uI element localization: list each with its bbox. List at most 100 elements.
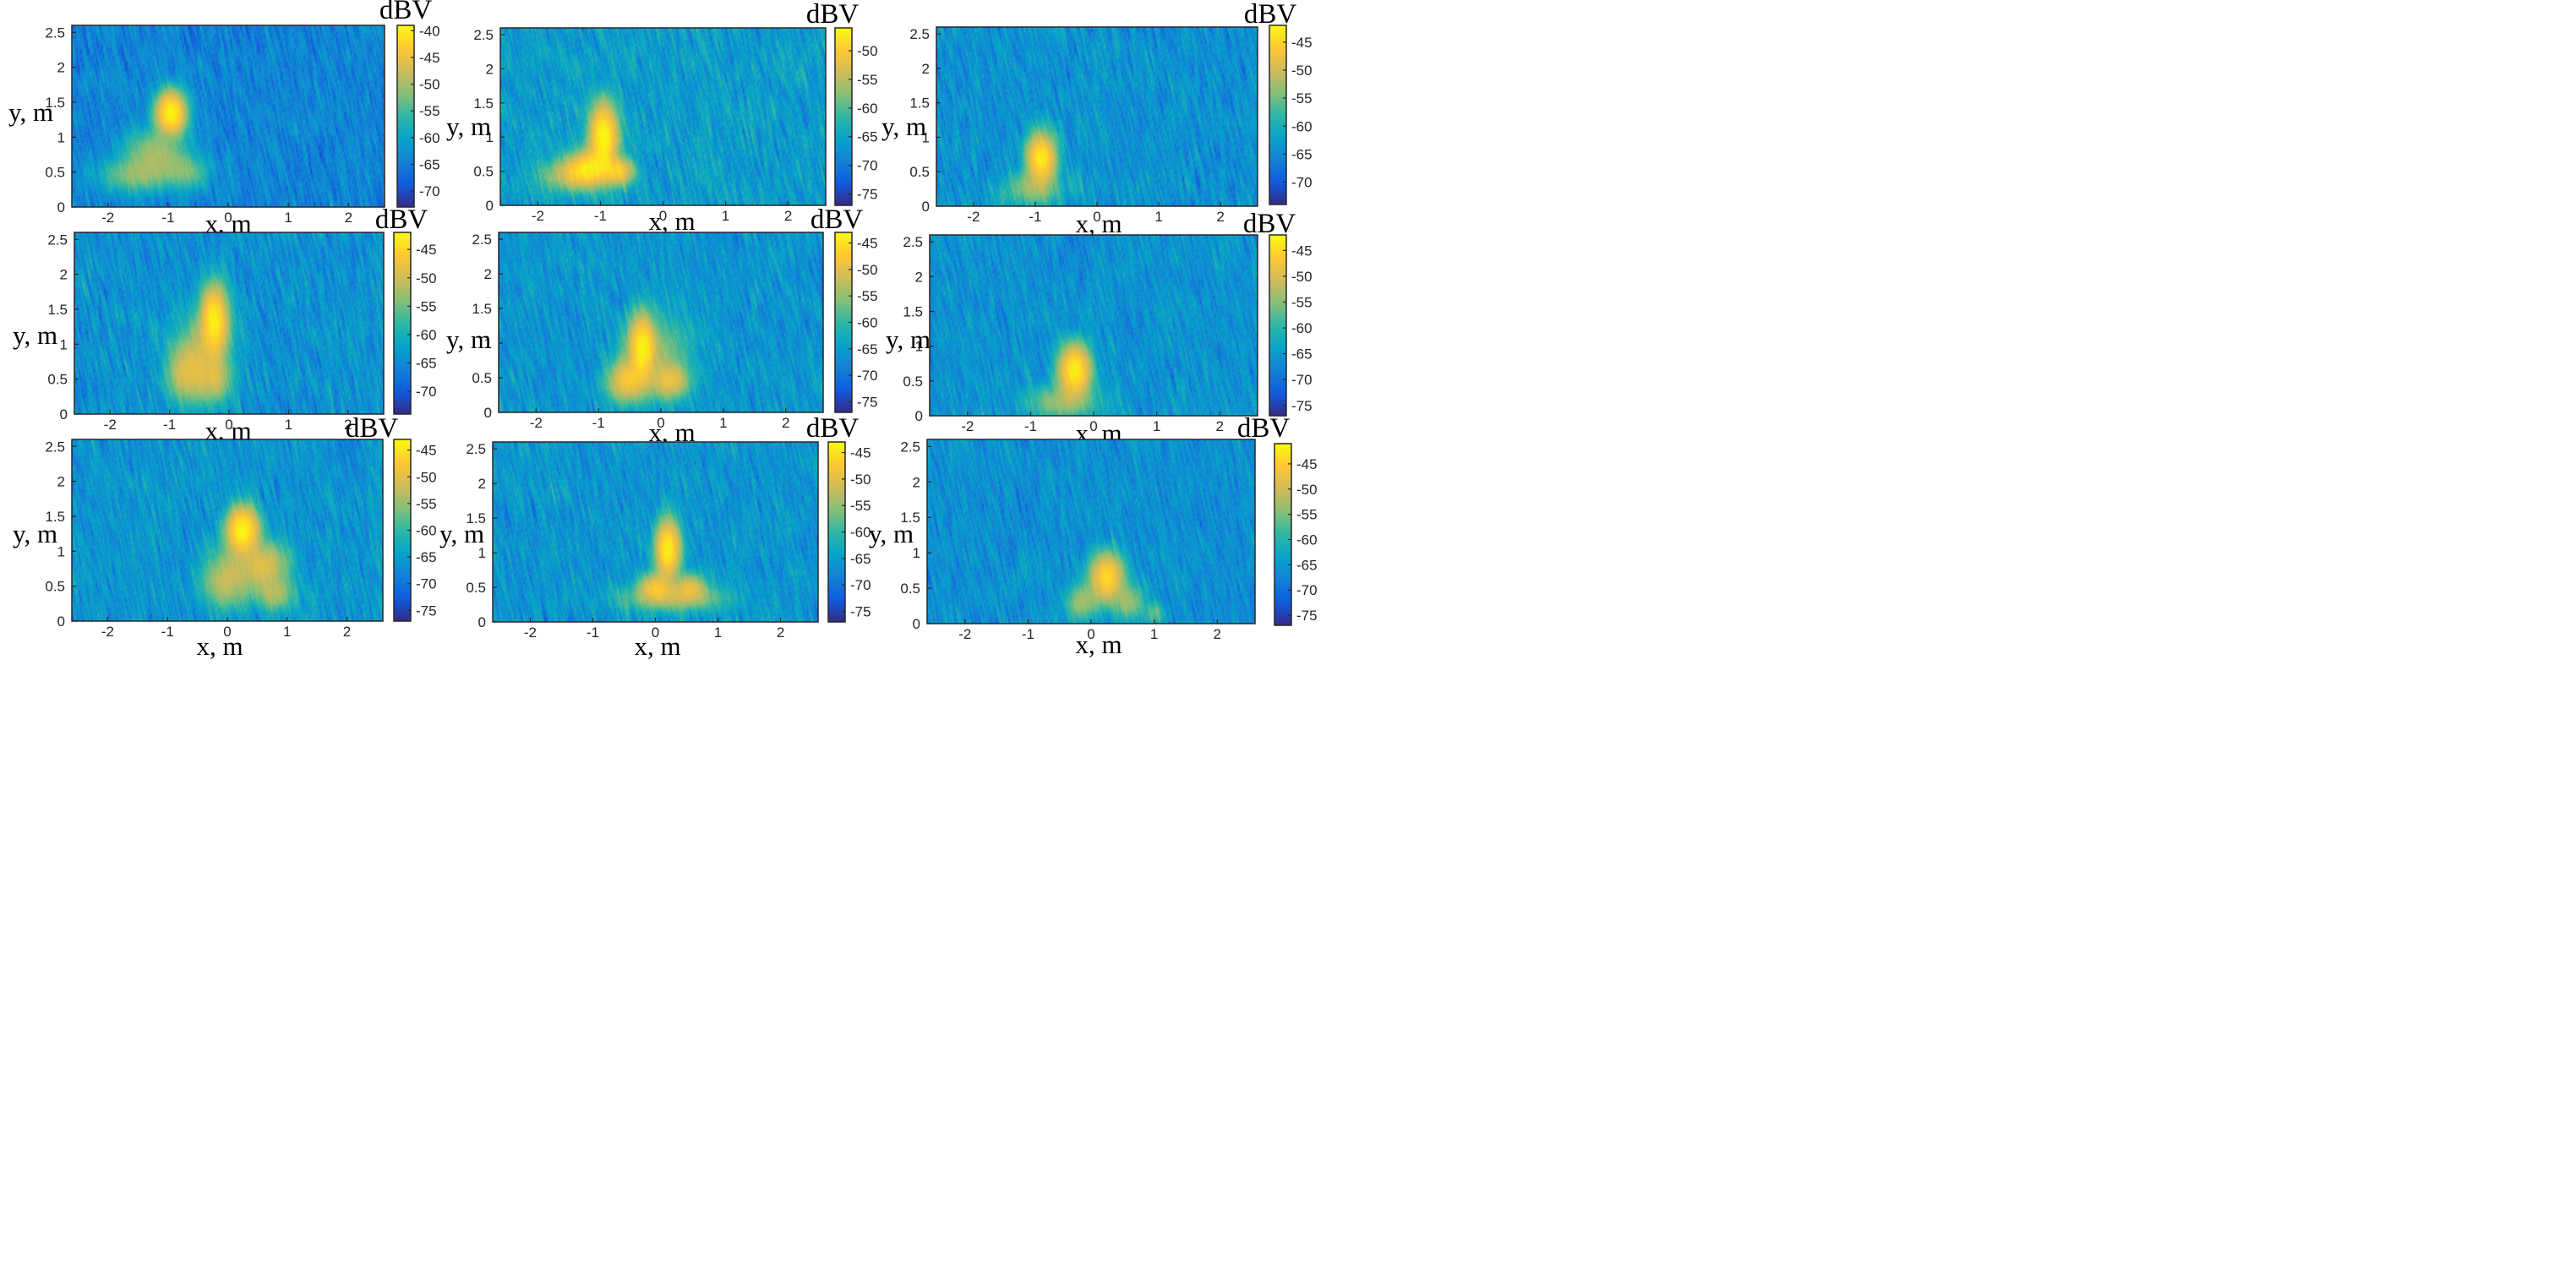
x-axis-label: x, m xyxy=(648,206,695,236)
y-tick-label: 0.5 xyxy=(473,164,494,180)
colorbar-tick-label: -50 xyxy=(1291,63,1313,79)
colorbar-tick-label: -70 xyxy=(857,158,878,174)
y-tick-label: 1.5 xyxy=(466,510,486,526)
colorbar-tick-label: -55 xyxy=(857,72,878,88)
y-tick-label: 1 xyxy=(486,129,494,145)
y-tick-label: 2 xyxy=(57,474,65,490)
colorbar-tick-label: -65 xyxy=(419,156,440,172)
heatmap-image xyxy=(930,235,1258,416)
x-tick-label: 2 xyxy=(1216,209,1224,225)
x-tick-label: 1 xyxy=(1153,418,1160,434)
y-tick-label: 1 xyxy=(57,543,65,559)
colorbar-tick-label: -60 xyxy=(419,130,440,146)
colorbar-label: dBV xyxy=(806,413,860,444)
x-tick-label: -1 xyxy=(161,624,174,640)
y-tick-label: 0 xyxy=(57,613,65,630)
colorbar-tick-label: -75 xyxy=(1291,398,1313,414)
x-tick-label: 2 xyxy=(345,210,352,226)
x-tick-label: -1 xyxy=(592,415,605,431)
x-tick-label: 1 xyxy=(722,208,729,224)
colorbar-tick-label: -60 xyxy=(416,523,437,539)
x-tick-label: 1 xyxy=(1150,626,1158,642)
x-tick-label: 2 xyxy=(1215,418,1223,434)
heatmap-image xyxy=(72,25,385,207)
y-tick-label: 2.5 xyxy=(47,232,68,248)
x-tick-label: 1 xyxy=(714,624,722,641)
y-tick-label: 0 xyxy=(484,405,492,421)
x-tick-label: -1 xyxy=(587,624,599,641)
x-tick-label: 2 xyxy=(777,624,784,641)
heatmap-panel-6: -2 -1 0 1 2 0 0.5 1 1.5 2 2.5 x, m y, m -45 -50 -55 -60 -… xyxy=(886,209,1313,448)
colorbar-label: dBV xyxy=(1243,209,1296,239)
y-tick-label: 0.5 xyxy=(47,372,68,388)
colorbar-label: dBV xyxy=(379,0,433,25)
colorbar-tick-label: -60 xyxy=(416,327,437,343)
colorbar-tick-label: -70 xyxy=(857,368,878,384)
y-tick-label: 1.5 xyxy=(903,304,923,320)
heatmap-image xyxy=(936,27,1258,206)
x-tick-label: -1 xyxy=(161,210,174,226)
y-tick-label: 0 xyxy=(486,198,494,214)
colorbar-tick-label: -55 xyxy=(416,298,437,314)
y-tick-label: 2 xyxy=(484,266,492,282)
y-tick-label: 0.5 xyxy=(909,164,930,180)
y-axis-label: y, m xyxy=(869,519,914,548)
colorbar-tick-label: -55 xyxy=(1291,90,1313,106)
colorbar-tick-label: -55 xyxy=(416,496,437,512)
x-tick-label: 0 xyxy=(223,624,231,640)
colorbar-label: dBV xyxy=(1237,413,1291,444)
y-axis-label: y, m xyxy=(446,324,491,354)
y-tick-label: 2.5 xyxy=(473,27,494,43)
colorbar xyxy=(1269,25,1286,204)
y-tick-label: 2.5 xyxy=(45,439,65,455)
colorbar xyxy=(1274,444,1291,625)
y-axis-label: y, m xyxy=(439,519,484,548)
colorbar-tick-label: -50 xyxy=(850,472,871,488)
y-tick-label: 1 xyxy=(484,335,492,352)
colorbar-tick-label: -60 xyxy=(850,525,871,541)
colorbar-frame xyxy=(1274,443,1292,626)
x-tick-label: -1 xyxy=(1022,626,1034,642)
y-axis-label: y, m xyxy=(446,112,491,141)
colorbar-tick-label: -65 xyxy=(857,129,878,145)
colorbar-tick-label: -55 xyxy=(850,498,871,514)
heatmap-image xyxy=(493,442,818,622)
colorbar-tick-label: -45 xyxy=(1291,243,1313,259)
colorbar xyxy=(835,28,852,205)
heatmap-panel-4: -2 -1 0 1 200.511.522.5x, my, m-45-50-55-60-… xyxy=(13,204,437,445)
y-tick-label: 2 xyxy=(486,61,494,77)
y-tick-label: 0.5 xyxy=(472,370,492,386)
x-tick-label: 0 xyxy=(1093,209,1100,225)
x-axis-label: x, m xyxy=(196,631,243,661)
colorbar-tick-label: -70 xyxy=(850,577,871,593)
y-axis-label: y, m xyxy=(886,324,931,354)
x-tick-label: 0 xyxy=(224,210,232,226)
y-tick-label: 2.5 xyxy=(909,26,930,42)
x-tick-label: -1 xyxy=(1024,418,1037,434)
colorbar-tick-label: -65 xyxy=(416,549,437,565)
colorbar-tick-label: -45 xyxy=(419,50,440,66)
x-tick-label: -2 xyxy=(104,417,117,433)
y-tick-label: 1 xyxy=(60,336,68,352)
heatmap-panel-1: -2 -1 0 1 200.511.522.5x, my, m-40-45-50-55-… xyxy=(8,0,440,238)
colorbar-frame xyxy=(1269,234,1287,417)
y-tick-label: 1.5 xyxy=(472,301,492,317)
y-tick-label: 2.5 xyxy=(466,441,486,457)
y-tick-label: 1 xyxy=(478,545,486,561)
x-tick-label: 2 xyxy=(344,417,352,433)
colorbar-tick-label: -60 xyxy=(1296,532,1318,548)
heatmap-panel-9: -2 -1 0 1 2 0 0.5 1 1.5 2 2.5 x, m y, m -45 -50 -55 -60 -… xyxy=(869,413,1318,659)
colorbar-frame xyxy=(393,232,412,415)
x-axis-label: x, m xyxy=(1075,209,1122,238)
colorbar-tick-label: -45 xyxy=(1291,35,1313,51)
colorbar-tick-label: -65 xyxy=(857,341,878,357)
colorbar-tick-label: -50 xyxy=(857,262,878,278)
y-tick-label: 0 xyxy=(478,614,486,630)
y-tick-label: 2.5 xyxy=(903,234,923,250)
x-tick-label: -2 xyxy=(530,415,543,431)
colorbar xyxy=(1269,235,1286,416)
colorbar xyxy=(397,25,414,207)
y-tick-label: 2.5 xyxy=(472,232,492,248)
colorbar-tick-label: -70 xyxy=(1296,582,1318,598)
heatmap-panel-7: -2 -1 0 1 2 0 0.5 1 1.5 2 2.5 x, m y, m -45 -50 -55 -60 -… xyxy=(13,413,437,661)
